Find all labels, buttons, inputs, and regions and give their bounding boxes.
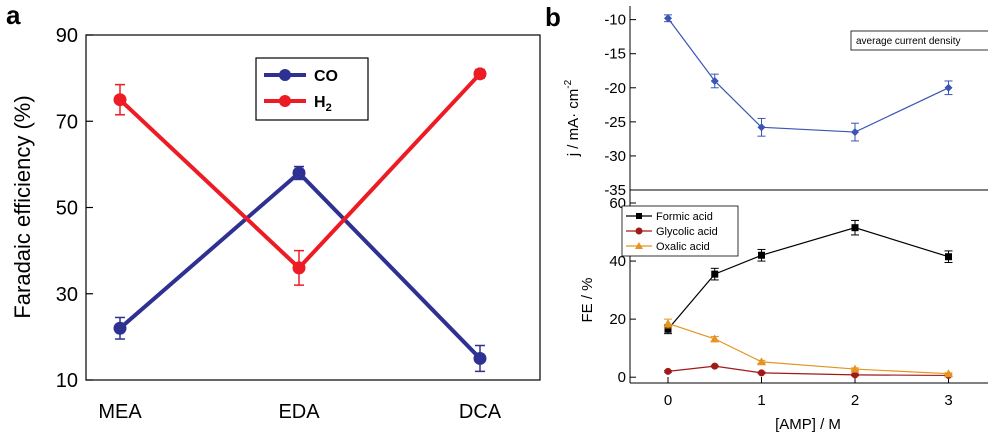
- series-current-density-point: [851, 128, 859, 137]
- series-h2-point: [292, 261, 306, 275]
- plot-b-bottom-x-axis: 0 1 2 3: [664, 377, 953, 409]
- plot-a-ytick-label: 70: [56, 111, 78, 133]
- plot-b-top-ytick-label: -15: [604, 46, 626, 63]
- legend-formic-label: Formic acid: [656, 211, 713, 223]
- plot-a-category-label-mea: MEA: [98, 401, 142, 423]
- legend-h2-label-sub: 2: [326, 102, 332, 114]
- series-current-density-point: [710, 76, 719, 85]
- plot-b-bottom-ytick-label: 20: [609, 311, 626, 328]
- series-h2-point: [113, 93, 127, 107]
- plot-a-legend-box: [255, 57, 369, 121]
- legend-glycolic-marker: [635, 227, 643, 235]
- plot-a-category-label-dca: DCA: [459, 401, 502, 423]
- series-glycolic-acid-point: [664, 367, 672, 375]
- legend-h2-label: H2: [314, 94, 332, 114]
- series-current-density-point: [757, 123, 766, 132]
- series-formic-acid-point: [851, 224, 859, 232]
- plot-b-top-annotation-text: average current density: [856, 36, 961, 47]
- plot-b-top-y-axis-label-sup: -2: [563, 79, 574, 88]
- series-formic-acid-point: [758, 251, 765, 259]
- plot-a-ytick-label: 10: [56, 370, 78, 392]
- plot-b-bottom-legend: Formic acid Glycolic acid Oxalic acid: [621, 205, 739, 257]
- plot-b-top-y-axis-label-main: j / mA· cm: [565, 89, 582, 158]
- series-glycolic-acid-point: [711, 362, 719, 370]
- plot-b-top-ytick-label: -35: [604, 182, 626, 199]
- plot-b-top-y-axis-label: j / mA· cm-2: [563, 79, 582, 157]
- plot-b-bottom-xtick-label: 3: [944, 392, 952, 409]
- plot-b-bottom-ytick-label: 40: [609, 253, 626, 270]
- plot-a-series: [113, 67, 487, 373]
- plot-b-top-ytick-label: -10: [604, 12, 626, 29]
- plot-b-top-annotation: average current density: [850, 30, 988, 51]
- series-oxalic-acid-point: [663, 318, 673, 327]
- series-glycolic-acid-line: [667, 365, 949, 377]
- plot-b-bottom-y-axis-label: FE / %: [579, 277, 596, 322]
- plot-b-bottom-series: [663, 219, 953, 379]
- legend-oxalic-label: Oxalic acid: [656, 241, 710, 253]
- series-oxalic-acid-point: [850, 364, 860, 373]
- series-oxalic-acid-point: [944, 369, 953, 378]
- series-glycolic-acid-point: [758, 369, 765, 377]
- series-co-point: [113, 321, 127, 335]
- panel-label-b: b: [545, 2, 561, 32]
- legend-h2-marker: [279, 95, 291, 107]
- legend-glycolic-label: Glycolic acid: [656, 226, 718, 238]
- plot-b-bottom-xtick-label: 1: [757, 392, 765, 409]
- plot-b-top-ytick-label: -20: [604, 80, 626, 97]
- plot-b-top-annotation-box: [850, 30, 988, 51]
- series-formic-acid-point: [664, 325, 672, 333]
- plot-b-bottom-xtick-label: 2: [851, 392, 859, 409]
- legend-h2-label-main: H: [314, 94, 326, 111]
- plot-b-top-ytick-label: -30: [604, 148, 626, 165]
- series-glycolic-acid-point: [851, 371, 859, 379]
- plot-a-ytick-label: 50: [56, 198, 78, 220]
- plot-a-legend: CO H2: [255, 57, 369, 121]
- plot-a-ytick-label: 90: [56, 25, 78, 47]
- plot-b-top-series: [664, 14, 953, 142]
- plot-a-x-axis: MEA EDA DCA: [98, 401, 501, 423]
- series-oxalic-acid-point: [710, 334, 720, 343]
- legend-co-label: CO: [314, 68, 338, 85]
- series-oxalic-acid-point: [757, 357, 766, 366]
- plot-b-top-ytick-label: -25: [604, 114, 626, 131]
- series-h2-point: [473, 67, 487, 81]
- series-formic-acid-point: [711, 270, 719, 278]
- plot-a-category-label-eda: EDA: [278, 401, 320, 423]
- legend-co-marker: [279, 69, 291, 81]
- plot-b-bottom-xtick-label: 0: [664, 392, 672, 409]
- series-co-point: [473, 351, 487, 365]
- plot-b-top-y-axis: -35 -30 -25 -20 -15 -10: [604, 12, 636, 199]
- plot-b-bottom-x-axis-label: [AMP] / M: [775, 416, 841, 433]
- plot-a-ytick-label: 30: [56, 284, 78, 306]
- plot-b-bottom-ytick-label: 0: [618, 369, 626, 386]
- series-current-density-point: [944, 83, 953, 92]
- panel-label-a: a: [6, 0, 21, 30]
- plot-a-y-axis-label: Faradaic efficiency (%): [10, 95, 35, 318]
- legend-formic-marker: [636, 213, 642, 219]
- series-current-density-point: [664, 14, 672, 23]
- series-formic-acid-point: [945, 253, 952, 261]
- plot-a-y-axis: 10 30 50 70 90: [56, 25, 93, 392]
- legend-oxalic-marker: [635, 242, 643, 249]
- series-co-point: [292, 166, 306, 180]
